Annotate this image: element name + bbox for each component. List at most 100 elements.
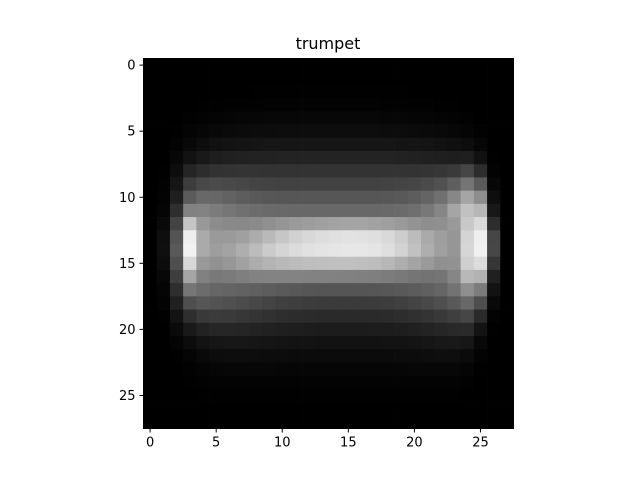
heatmap-cell [354, 309, 369, 324]
heatmap-cell [222, 230, 237, 244]
heatmap-cell [236, 296, 250, 310]
heatmap-cell [354, 256, 369, 271]
heatmap-cell [222, 164, 237, 178]
heatmap-cell [487, 388, 501, 403]
heatmap-cell [249, 349, 263, 363]
heatmap-cell [487, 336, 501, 350]
heatmap-cell [183, 296, 197, 310]
heatmap-cell [288, 243, 303, 258]
heatmap-cell [421, 362, 435, 376]
heatmap-cell [473, 309, 488, 324]
heatmap-cell [222, 322, 237, 337]
heatmap-cell [460, 296, 475, 310]
heatmap-cell [156, 402, 171, 416]
heatmap-cell [288, 415, 303, 429]
heatmap-cell [407, 269, 422, 284]
heatmap-cell [209, 362, 224, 376]
heatmap-cell [394, 124, 409, 139]
heatmap-cell [434, 322, 448, 337]
heatmap-cell [407, 58, 422, 73]
heatmap-cell [500, 190, 514, 205]
heatmap-cell [169, 177, 184, 191]
heatmap-cell [169, 256, 184, 271]
heatmap-cell [407, 164, 422, 178]
heatmap-cell [169, 98, 184, 112]
heatmap-cell [249, 137, 263, 152]
heatmap-cell [354, 58, 369, 73]
heatmap-cell [196, 415, 210, 429]
heatmap-cell [315, 402, 329, 416]
heatmap-cell [196, 388, 210, 403]
heatmap-cell [236, 98, 250, 112]
heatmap-cell [169, 203, 184, 218]
heatmap-cell [156, 375, 171, 390]
heatmap-cell [156, 177, 171, 191]
heatmap-cell [169, 336, 184, 350]
heatmap-cell [381, 111, 395, 125]
heatmap-cell [368, 402, 382, 416]
heatmap-cell [407, 336, 422, 350]
heatmap-cell [447, 203, 461, 218]
heatmap-cell [169, 84, 184, 99]
heatmap-cell [183, 217, 197, 231]
heatmap-cell [288, 309, 303, 324]
heatmap-cell [262, 309, 276, 324]
heatmap-cell [434, 243, 448, 258]
heatmap-cell [262, 283, 276, 297]
heatmap-cell [381, 203, 395, 218]
heatmap-cell [460, 190, 475, 205]
heatmap-cell [183, 402, 197, 416]
heatmap-cell [487, 111, 501, 125]
heatmap-cell [394, 217, 409, 231]
heatmap-cell [302, 58, 316, 73]
heatmap-cell [236, 203, 250, 218]
heatmap-cell [434, 309, 448, 324]
heatmap-cell [407, 349, 422, 363]
heatmap-cell [236, 84, 250, 99]
heatmap-cell [421, 388, 435, 403]
heatmap-cell [169, 243, 184, 258]
heatmap-cell [315, 243, 329, 258]
heatmap-cell [500, 322, 514, 337]
heatmap-cell [341, 217, 356, 231]
heatmap-cell [394, 177, 409, 191]
heatmap-cell [302, 402, 316, 416]
heatmap-cell [434, 402, 448, 416]
heatmap-cell [275, 402, 290, 416]
heatmap-cell [275, 71, 290, 86]
heatmap-cell [407, 256, 422, 271]
heatmap-cell [421, 151, 435, 165]
heatmap-cell [341, 349, 356, 363]
heatmap-cell [236, 388, 250, 403]
heatmap-cell [407, 309, 422, 324]
heatmap-cell [249, 256, 263, 271]
heatmap-cell [315, 203, 329, 218]
heatmap-cell [249, 309, 263, 324]
heatmap-cell [196, 71, 210, 86]
heatmap-cell [288, 336, 303, 350]
heatmap-cell [354, 375, 369, 390]
heatmap-cell [341, 415, 356, 429]
heatmap-cell [473, 402, 488, 416]
heatmap-cell [288, 151, 303, 165]
heatmap-cell [143, 243, 158, 258]
heatmap-cell [460, 402, 475, 416]
heatmap-cell [341, 230, 356, 244]
heatmap-cell [288, 362, 303, 376]
heatmap-cell [473, 296, 488, 310]
heatmap-cell [341, 256, 356, 271]
heatmap-cell [473, 98, 488, 112]
heatmap-cell [302, 124, 316, 139]
heatmap-cell [368, 336, 382, 350]
heatmap-cell [183, 190, 197, 205]
heatmap-cell [328, 58, 343, 73]
heatmap-cell [183, 124, 197, 139]
heatmap-cell [169, 217, 184, 231]
heatmap-cell [381, 322, 395, 337]
heatmap-cell [328, 349, 343, 363]
heatmap-cell [236, 349, 250, 363]
heatmap-cell [262, 296, 276, 310]
heatmap-cell [315, 217, 329, 231]
heatmap-cell [434, 58, 448, 73]
heatmap-cell [447, 137, 461, 152]
